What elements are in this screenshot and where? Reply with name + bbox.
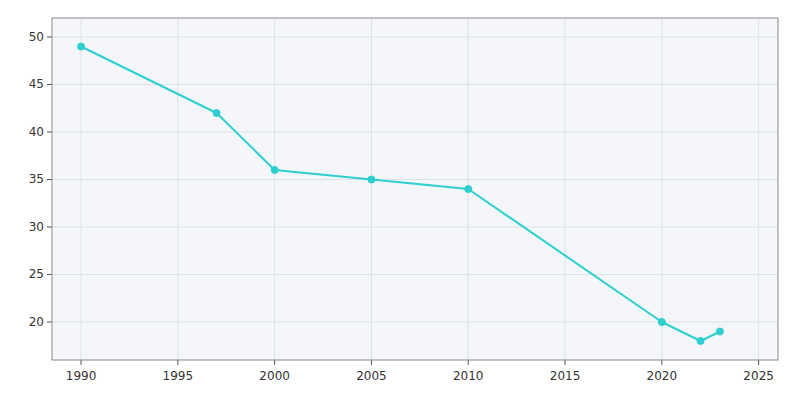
point bbox=[271, 167, 278, 174]
tick-x bbox=[177, 360, 178, 365]
point bbox=[78, 43, 85, 50]
grid-line-x bbox=[565, 18, 566, 360]
tick-x bbox=[371, 360, 372, 365]
tick-x bbox=[468, 360, 469, 365]
tick-x bbox=[661, 360, 662, 365]
line bbox=[81, 47, 720, 342]
tick-label-x: 2025 bbox=[743, 369, 774, 383]
grid-line-y bbox=[52, 322, 778, 323]
chart-container: 2025303540455019901995200020052010201520… bbox=[0, 0, 800, 400]
grid-line-x bbox=[81, 18, 82, 360]
chart: 2025303540455019901995200020052010201520… bbox=[0, 0, 800, 400]
tick-y bbox=[47, 179, 52, 180]
grid bbox=[52, 18, 778, 360]
grid-line-x bbox=[274, 18, 275, 360]
point bbox=[213, 110, 220, 117]
plot-frame bbox=[52, 18, 778, 360]
grid-line-y bbox=[52, 227, 778, 228]
plot-background bbox=[52, 18, 778, 360]
tick-x bbox=[81, 360, 82, 365]
point bbox=[697, 338, 704, 345]
tick-y bbox=[47, 132, 52, 133]
grid-line-y bbox=[52, 132, 778, 133]
tick-y bbox=[47, 274, 52, 275]
tick-label-y: 20 bbox=[29, 315, 44, 329]
tick-label-x: 2000 bbox=[259, 369, 290, 383]
grid-line-y bbox=[52, 274, 778, 275]
point bbox=[716, 328, 723, 335]
tick-label-x: 1995 bbox=[163, 369, 194, 383]
tick-label-y: 35 bbox=[29, 172, 44, 186]
point bbox=[368, 176, 375, 183]
tick-label-y: 30 bbox=[29, 220, 44, 234]
series bbox=[78, 43, 724, 345]
tick-x bbox=[758, 360, 759, 365]
tick-label-y: 50 bbox=[29, 30, 44, 44]
grid-line-y bbox=[52, 37, 778, 38]
tick-x bbox=[565, 360, 566, 365]
tick-y bbox=[47, 322, 52, 323]
grid-line-x bbox=[661, 18, 662, 360]
tick-x bbox=[274, 360, 275, 365]
tick-y bbox=[47, 37, 52, 38]
tick-y bbox=[47, 84, 52, 85]
axes: 2025303540455019901995200020052010201520… bbox=[29, 30, 774, 384]
tick-label-x: 2015 bbox=[550, 369, 581, 383]
tick-label-x: 1990 bbox=[66, 369, 97, 383]
tick-label-y: 25 bbox=[29, 267, 44, 281]
grid-line-x bbox=[177, 18, 178, 360]
tick-label-x: 2005 bbox=[356, 369, 387, 383]
tick-y bbox=[47, 227, 52, 228]
grid-line-y bbox=[52, 179, 778, 180]
point bbox=[658, 319, 665, 326]
grid-line-x bbox=[758, 18, 759, 360]
tick-label-x: 2020 bbox=[647, 369, 678, 383]
grid-line-x bbox=[371, 18, 372, 360]
point bbox=[465, 186, 472, 193]
tick-label-y: 45 bbox=[29, 77, 44, 91]
tick-label-x: 2010 bbox=[453, 369, 484, 383]
tick-label-y: 40 bbox=[29, 125, 44, 139]
